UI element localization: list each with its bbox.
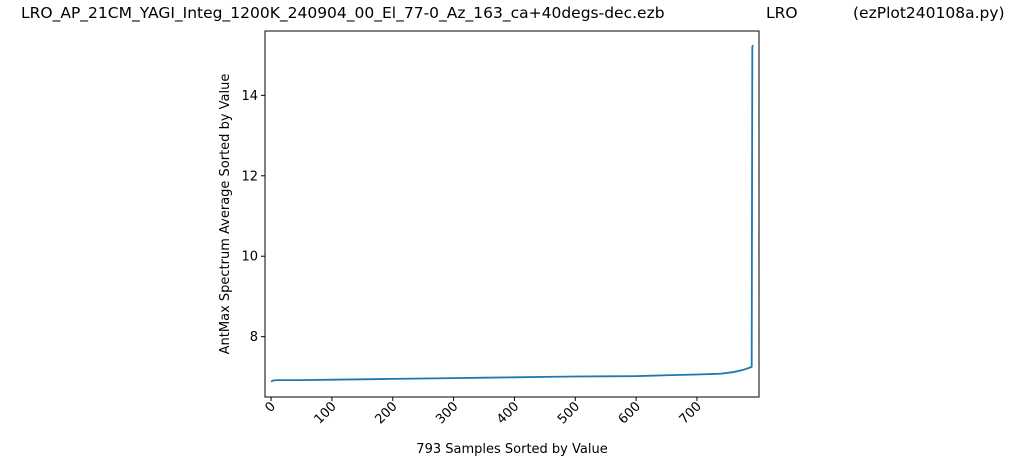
x-axis-ticks: 0 100 200 300 400 500 600 700	[262, 397, 705, 427]
x-tick-label: 400	[494, 399, 522, 427]
y-tick-label: 14	[241, 89, 258, 104]
x-tick-label: 700	[677, 399, 705, 427]
figure-title-bar: LRO_AP_21CM_YAGI_Integ_1200K_240904_00_E…	[0, 4, 1024, 28]
x-tick-label: 200	[372, 399, 400, 427]
x-tick-label: 0	[262, 399, 278, 415]
x-axis-label: 793 Samples Sorted by Value	[416, 442, 607, 457]
x-tick-label: 300	[433, 399, 461, 427]
x-tick-label: 600	[616, 399, 644, 427]
data-series-line	[270, 44, 754, 383]
station-title: LRO	[766, 4, 798, 22]
program-title: (ezPlot240108a.py)	[853, 4, 1005, 22]
data-filename-title: LRO_AP_21CM_YAGI_Integ_1200K_240904_00_E…	[21, 4, 665, 22]
y-tick-label: 12	[241, 169, 258, 184]
y-tick-label: 8	[250, 330, 258, 345]
y-axis-label: AntMax Spectrum Average Sorted by Value	[218, 74, 233, 355]
x-tick-label: 100	[312, 399, 340, 427]
y-axis-ticks: 8 10 12 14	[241, 89, 265, 345]
x-tick-label: 500	[555, 399, 583, 427]
plot-area-frame	[264, 30, 760, 398]
y-tick-label: 10	[241, 250, 258, 265]
